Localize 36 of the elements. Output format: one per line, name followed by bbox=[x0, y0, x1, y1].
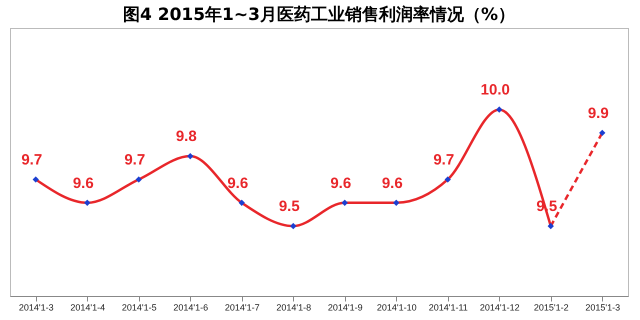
data-label: 9.7 bbox=[124, 151, 146, 168]
point bbox=[496, 106, 502, 113]
x-tick-label: 2014'1-11 bbox=[428, 302, 468, 312]
x-tick-label: 2014'1-4 bbox=[70, 302, 106, 312]
point bbox=[136, 176, 142, 183]
x-tick-label: 2015'1-3 bbox=[585, 302, 620, 312]
x-tick-label: 2014'1-5 bbox=[122, 302, 157, 312]
point bbox=[599, 130, 606, 136]
data-label: 9.7 bbox=[21, 151, 42, 168]
x-tick-label: 2014'1-6 bbox=[173, 302, 208, 312]
x-tick-label: 2014'1-9 bbox=[328, 302, 363, 312]
point bbox=[393, 200, 400, 206]
data-label: 9.9 bbox=[588, 104, 609, 122]
point bbox=[342, 200, 348, 206]
data-label: 9.7 bbox=[433, 151, 454, 168]
x-tick-label: 2014'1-10 bbox=[376, 302, 417, 312]
x-tick-label: 2015'1-2 bbox=[534, 302, 569, 312]
data-label: 9.6 bbox=[330, 174, 352, 192]
x-tick-label: 2014'1-3 bbox=[18, 302, 54, 312]
x-tick-label: 2014'1-12 bbox=[480, 302, 520, 312]
point bbox=[84, 200, 90, 206]
x-tick-label: 2014'1-8 bbox=[276, 302, 312, 312]
chart-title: 图4 2015年1~3月医药工业销售利润率情况（%） bbox=[123, 5, 515, 25]
point bbox=[548, 222, 554, 230]
point bbox=[32, 176, 39, 183]
data-label: 9.8 bbox=[176, 128, 197, 146]
data-label: 9.5 bbox=[278, 198, 300, 216]
x-tick-label: 2014'1-7 bbox=[224, 302, 260, 312]
point bbox=[444, 176, 451, 183]
data-label: 9.6 bbox=[72, 174, 94, 192]
data-label: 10.0 bbox=[480, 82, 510, 99]
data-label: 9.6 bbox=[227, 174, 248, 192]
point bbox=[187, 153, 194, 160]
point bbox=[290, 222, 296, 230]
data-label: 9.6 bbox=[382, 174, 403, 192]
point bbox=[238, 200, 245, 206]
